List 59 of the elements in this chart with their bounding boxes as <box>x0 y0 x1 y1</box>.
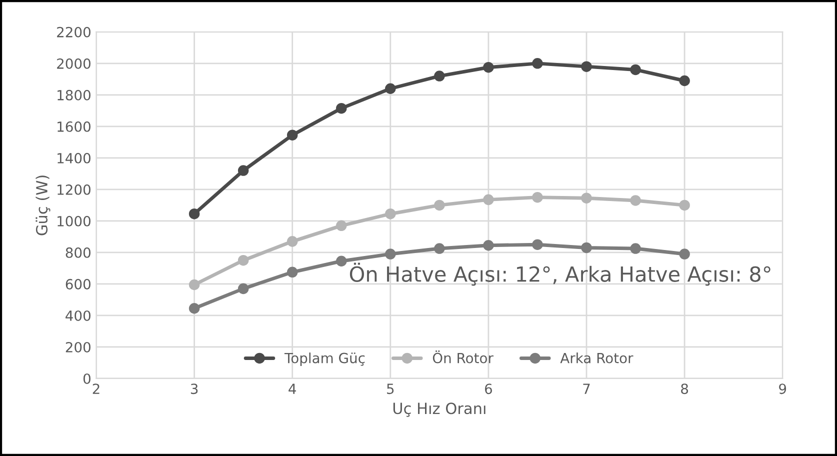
legend-label: Arka Rotor <box>560 352 634 364</box>
point <box>286 266 298 278</box>
point <box>581 61 592 72</box>
y-tick-label: 1400 <box>58 152 90 164</box>
point <box>532 239 543 250</box>
y-tick-label: 0 <box>83 373 90 384</box>
point <box>238 283 249 294</box>
y-tick-label: 200 <box>66 342 90 352</box>
y-axis-title: Güç (W) <box>36 176 50 236</box>
y-tick-label: 600 <box>66 278 90 290</box>
point <box>532 58 543 69</box>
point <box>483 194 494 206</box>
point <box>336 102 347 114</box>
point <box>336 220 347 232</box>
point <box>286 236 298 247</box>
point <box>238 254 249 266</box>
y-tick-label: 2200 <box>57 26 90 38</box>
point <box>188 279 200 290</box>
y-tick-label: 1200 <box>58 184 90 195</box>
point <box>483 240 494 251</box>
point <box>679 75 690 86</box>
point <box>336 256 347 267</box>
point <box>434 70 445 82</box>
x-tick-label: 5 <box>387 384 394 394</box>
point <box>286 130 298 140</box>
y-tick-label: 1600 <box>58 121 90 132</box>
point <box>188 303 200 314</box>
x-tick-label: 7 <box>583 384 590 394</box>
x-tick-label: 2 <box>92 384 100 394</box>
point <box>630 243 641 254</box>
point <box>581 242 592 254</box>
x-tick-label: 8 <box>681 384 688 394</box>
y-tick-label: 1800 <box>58 90 90 100</box>
legend-label: Toplam Güç <box>284 352 365 366</box>
point <box>434 243 445 254</box>
point <box>581 192 592 204</box>
point <box>630 64 641 76</box>
x-axis-title: Uç Hız Oranı <box>393 402 486 417</box>
point <box>630 195 641 206</box>
y-tick-label: 1000 <box>58 216 90 226</box>
x-tick-label: 4 <box>288 384 296 394</box>
annotation: Ön Hatve Açısı: 12°, Arka Hatve Açısı: 8° <box>350 262 770 286</box>
y-tick-label: 800 <box>66 247 90 258</box>
point <box>483 62 494 73</box>
point <box>385 83 396 94</box>
point <box>679 200 690 211</box>
legend-label: Ön Rotor <box>432 350 494 364</box>
x-tick-label: 3 <box>190 384 198 394</box>
point <box>532 192 543 203</box>
x-tick-label: 9 <box>779 384 786 394</box>
point <box>188 208 200 220</box>
y-tick-label: 2000 <box>57 58 90 69</box>
point <box>385 248 396 260</box>
point <box>385 208 396 220</box>
point <box>679 248 690 260</box>
point <box>434 200 445 211</box>
y-tick-label: 400 <box>66 310 90 321</box>
x-tick-label: 6 <box>485 384 492 394</box>
point <box>238 165 249 176</box>
